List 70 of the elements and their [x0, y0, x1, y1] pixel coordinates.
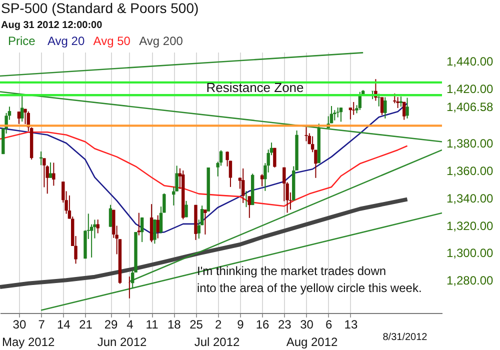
x-tick-label: 18 — [167, 318, 182, 332]
text: Price — [8, 34, 36, 48]
x-tick-label: 16 — [256, 318, 270, 332]
y-tick-label: 1,440.00 — [446, 54, 494, 68]
text: Aug 2012 — [286, 335, 338, 349]
chart-title: SP-500 (Standard & Poors 500) — [1, 0, 199, 16]
text: Avg 20 — [48, 34, 85, 48]
candlestick — [228, 160, 232, 188]
candlestick — [393, 93, 396, 104]
candlestick — [402, 101, 406, 120]
line-series — [0, 132, 408, 207]
x-tick-label: 23 — [278, 318, 292, 332]
candlestick — [406, 97, 409, 119]
y-tick-label: 1,360.00 — [446, 164, 494, 178]
y-tick-label: 1,406.58 — [446, 100, 494, 114]
x-tick-label: 29 — [104, 318, 118, 332]
candlestick — [380, 96, 384, 116]
candlestick — [377, 93, 380, 107]
candlestick — [48, 162, 52, 178]
candlestick — [248, 196, 252, 218]
y-tick-label: 1,320.00 — [446, 218, 494, 233]
chart-subtitle: Aug 31 2012 12:00:00 — [1, 20, 103, 31]
x-tick-label: 4 — [126, 318, 134, 332]
text: Jun 2012 — [97, 335, 148, 349]
y-tick-label: 1,420.00 — [446, 82, 494, 96]
text: Jul 2012 — [194, 335, 240, 349]
candlestick — [339, 106, 343, 122]
x-tick-label: 30 — [12, 318, 26, 332]
candlestick — [396, 96, 400, 109]
candlestick — [52, 162, 56, 186]
candlestick — [304, 126, 308, 142]
x-tick-label: 2 — [215, 318, 222, 332]
candlestick — [153, 218, 156, 244]
x-tick-label: 6 — [326, 318, 332, 332]
text: Avg 200 — [139, 34, 184, 48]
y-tick-label: 1,280.00 — [446, 274, 494, 288]
candlestick — [204, 209, 207, 235]
x-tick-label: 21 — [79, 318, 93, 332]
y-tick-label: 1,380.00 — [446, 136, 494, 151]
candlestick — [17, 111, 21, 124]
candlestick — [42, 158, 46, 188]
candlestick — [68, 194, 72, 220]
text: May 2012 — [2, 335, 56, 349]
y-tick-label: 1,300.00 — [446, 246, 494, 260]
x-tick-label: 7 — [38, 318, 46, 332]
candlestick — [46, 164, 49, 194]
x-tick-label: 30 — [300, 318, 314, 332]
candlestick — [156, 214, 160, 239]
text: Avg 50 — [93, 34, 131, 48]
candlestick — [184, 200, 188, 218]
y-tick-label: 1,340.00 — [446, 191, 494, 206]
candlestick — [333, 110, 336, 121]
candlestick — [137, 212, 141, 236]
candlestick — [140, 216, 144, 243]
candlestick — [96, 219, 100, 234]
x-tick-label: 11 — [146, 318, 159, 332]
x-tick-label: 25 — [190, 318, 204, 332]
candlestick — [150, 204, 154, 243]
candlestick — [260, 174, 264, 187]
x-tick-label: 9 — [237, 318, 244, 332]
annotation: Resistance Zone — [206, 80, 304, 95]
candlestick — [108, 204, 112, 228]
text: 8/31/2012 — [382, 332, 428, 343]
x-tick-label: 14 — [56, 318, 71, 332]
x-tick-label: 13 — [344, 318, 358, 332]
candlestick — [384, 96, 387, 119]
candlestick — [273, 147, 276, 168]
candlestick — [242, 168, 245, 204]
candlestick — [20, 94, 24, 122]
candlestick — [352, 102, 356, 116]
